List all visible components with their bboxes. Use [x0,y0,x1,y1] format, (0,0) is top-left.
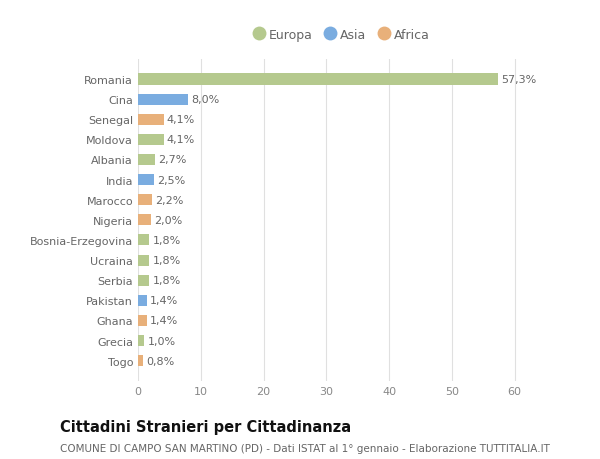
Text: COMUNE DI CAMPO SAN MARTINO (PD) - Dati ISTAT al 1° gennaio - Elaborazione TUTTI: COMUNE DI CAMPO SAN MARTINO (PD) - Dati … [60,443,550,453]
Bar [138,195,152,206]
Text: Cittadini Stranieri per Cittadinanza: Cittadini Stranieri per Cittadinanza [60,419,351,434]
Text: 57,3%: 57,3% [501,75,536,85]
Bar [138,215,151,226]
Bar [138,255,149,266]
Bar [138,275,149,286]
Text: 2,2%: 2,2% [155,195,184,205]
Text: 8,0%: 8,0% [191,95,220,105]
Text: 2,0%: 2,0% [154,215,182,225]
Legend: Europa, Asia, Africa: Europa, Asia, Africa [249,24,435,47]
Text: 0,8%: 0,8% [146,356,175,366]
Bar [138,114,164,125]
Text: 4,1%: 4,1% [167,115,195,125]
Bar [138,134,164,146]
Text: 2,7%: 2,7% [158,155,187,165]
Text: 1,4%: 1,4% [150,316,178,326]
Text: 1,0%: 1,0% [148,336,176,346]
Bar [138,235,149,246]
Bar [138,174,154,186]
Text: 1,4%: 1,4% [150,296,178,306]
Text: 1,8%: 1,8% [152,275,181,285]
Text: 1,8%: 1,8% [152,235,181,246]
Bar [138,295,147,306]
Text: 1,8%: 1,8% [152,256,181,265]
Bar [138,155,155,166]
Bar [138,355,143,366]
Text: 4,1%: 4,1% [167,135,195,145]
Bar [138,74,497,85]
Text: 2,5%: 2,5% [157,175,185,185]
Bar [138,315,147,326]
Bar [138,95,188,106]
Bar [138,335,144,346]
